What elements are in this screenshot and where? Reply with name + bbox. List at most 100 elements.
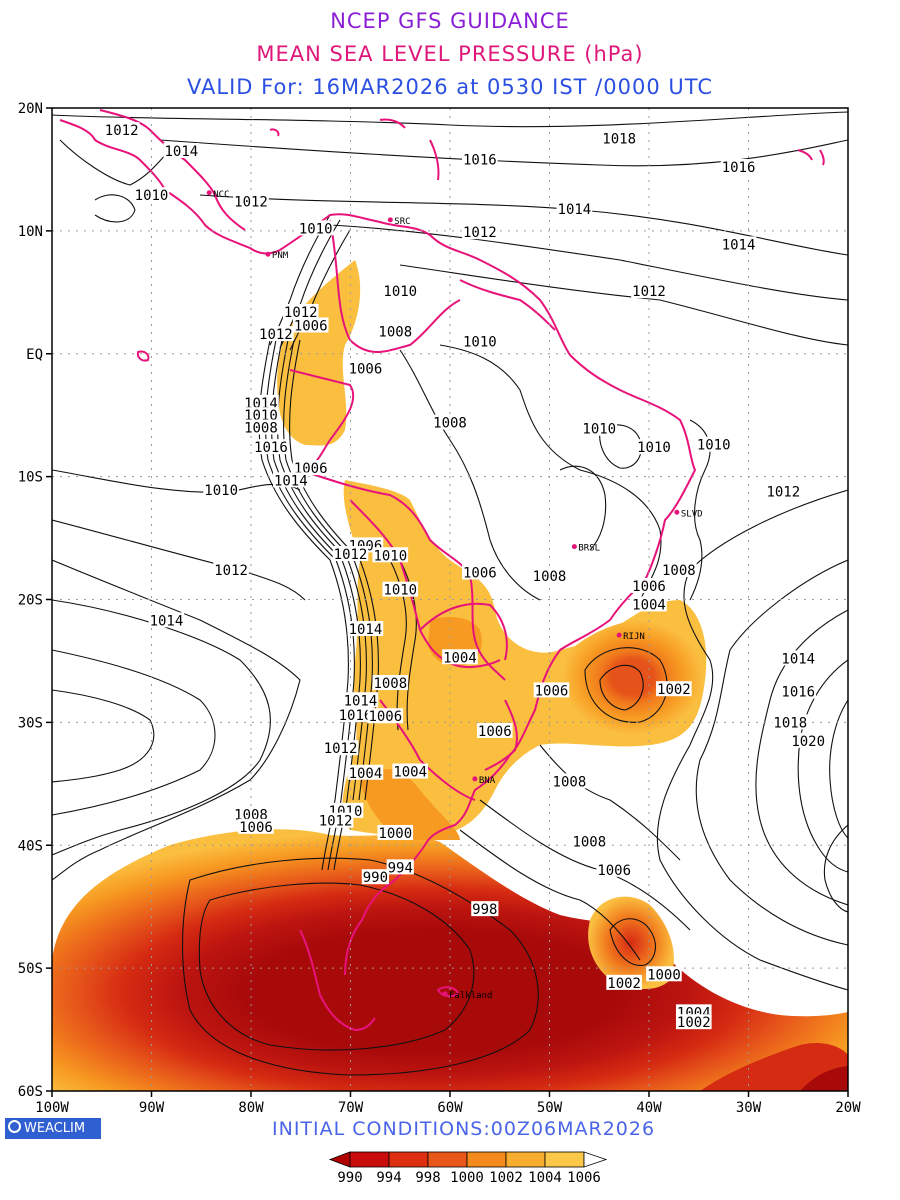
fill-southeast-low-core	[800, 1066, 848, 1091]
isobar-value: 1014	[558, 202, 592, 218]
isobar-label-box	[163, 143, 200, 159]
place-marker	[387, 217, 393, 223]
initial-conditions: INITIAL CONDITIONS:00Z06MAR2026	[272, 1118, 656, 1140]
isobar-value: 1012	[766, 484, 800, 500]
isobar-label-box	[533, 682, 570, 698]
isobar-label: 998	[471, 901, 499, 918]
isobar	[439, 344, 662, 601]
isobar	[559, 465, 607, 551]
isobar-value: 1012	[105, 123, 139, 139]
fill-south-low	[52, 829, 848, 1091]
isobar-label-box	[432, 414, 468, 430]
isobar-value: 1014	[150, 613, 184, 629]
isobar-label-box	[656, 681, 692, 697]
isobar	[59, 139, 171, 186]
isobar-label: 1016	[337, 707, 374, 724]
isobar-value: 1016	[781, 685, 815, 701]
isobar-value: 1010	[383, 284, 417, 300]
isobar-value: 1006	[535, 683, 569, 699]
isobar-label-box	[213, 562, 249, 578]
legend-swatch	[388, 1151, 429, 1168]
isobar-label-box	[661, 562, 697, 578]
place-label: SLVD	[681, 509, 703, 519]
isobar-value: 1014	[344, 693, 378, 709]
isobar-label-box	[476, 722, 513, 738]
isobar-label: 1008	[432, 414, 468, 432]
isobar-label: 1014	[347, 620, 384, 638]
isobar-label-box	[347, 360, 384, 376]
isobar-label-box	[581, 420, 618, 436]
isobar-label-box	[258, 326, 294, 342]
legend-level: 998	[415, 1170, 440, 1186]
isobar-label: 1014	[556, 200, 593, 218]
isobar-value: 1016	[463, 153, 497, 169]
isobar	[609, 918, 656, 966]
isobar-label: 1010	[581, 420, 618, 438]
isobar	[399, 264, 848, 346]
isobar-label: 1014	[780, 650, 817, 667]
isobar-label: 1010	[382, 283, 419, 300]
isobar-value: 1006	[294, 318, 328, 334]
coastline-tierra-del-fuego	[299, 929, 376, 1031]
isobar-label-box	[382, 283, 419, 299]
isobar-value: 1002	[677, 1015, 711, 1031]
place-label: RIJN	[623, 632, 645, 642]
isobar-value: 1014	[349, 622, 383, 638]
lon-tick-label: 100W	[35, 1100, 69, 1116]
isobar-label-box	[367, 708, 404, 724]
isobar-label-box	[606, 974, 642, 990]
place-label: BRSL	[578, 544, 600, 554]
coastline-caribbean	[269, 118, 825, 181]
place-labels: NCC SRC PNM SLVD BRSL RIJN BNA Falkland	[206, 190, 703, 1001]
isobar-label: 1012	[317, 812, 354, 830]
isobar-label-box	[133, 187, 170, 203]
isobar-value: 1004	[349, 766, 383, 782]
isobar-value: 1008	[373, 676, 407, 692]
color-legend: 990 994 998 1000 1002 1004 1006	[328, 1151, 608, 1186]
border-andean	[289, 369, 355, 471]
isobar-label-box	[631, 283, 667, 299]
lat-tick-label: 60S	[18, 1084, 43, 1100]
isobar-value: 990	[363, 870, 388, 886]
isobar-label: 1012	[462, 224, 498, 241]
isobar-value: 1010	[582, 422, 616, 438]
isobar-label-box	[317, 812, 354, 828]
border-brazil-west	[299, 469, 506, 681]
isobar-value: 1008	[662, 563, 696, 579]
isobar-label: 1018	[772, 714, 809, 731]
isobar-value: 998	[472, 902, 497, 918]
isobar-label: 1008	[661, 562, 697, 579]
isobar-label-box	[292, 460, 329, 476]
legend-swatch-low	[328, 1151, 351, 1168]
isobar-label: 1006	[462, 564, 498, 581]
lon-tick-label: 20W	[835, 1100, 861, 1116]
isobar-label-box	[361, 869, 389, 885]
isobar-value: 1008	[572, 835, 606, 851]
isobar-label-box	[646, 966, 682, 982]
legend-level: 1006	[567, 1170, 601, 1186]
isobar	[823, 824, 848, 913]
legend-level: 1000	[450, 1170, 484, 1186]
isobar-value: 1016	[339, 708, 373, 724]
isobar-label-box	[322, 740, 359, 756]
isobar-value: 1012	[284, 305, 318, 321]
isobar-label: 1010	[203, 482, 239, 499]
isobar	[94, 194, 136, 223]
legend-level: 994	[376, 1170, 401, 1186]
isobar	[829, 699, 848, 839]
place-marker	[571, 544, 577, 550]
isobar-label-box	[282, 303, 319, 319]
legend-level: 990	[337, 1170, 362, 1186]
isobar-label-box	[233, 193, 269, 209]
isobar-label: 1006	[476, 722, 513, 740]
isobar-label: 1012	[258, 326, 294, 343]
lat-tick-label: 50S	[18, 961, 43, 977]
isobar-label: 1006	[596, 861, 632, 879]
place-marker	[206, 190, 212, 196]
isobar-label-box	[695, 436, 732, 452]
place-label: Falkland	[449, 991, 492, 1001]
isobar-value: 1008	[378, 325, 412, 341]
border-paraguay	[419, 602, 508, 661]
isobar-label: 1014	[342, 692, 379, 709]
lat-tick-label: 20S	[18, 593, 43, 609]
